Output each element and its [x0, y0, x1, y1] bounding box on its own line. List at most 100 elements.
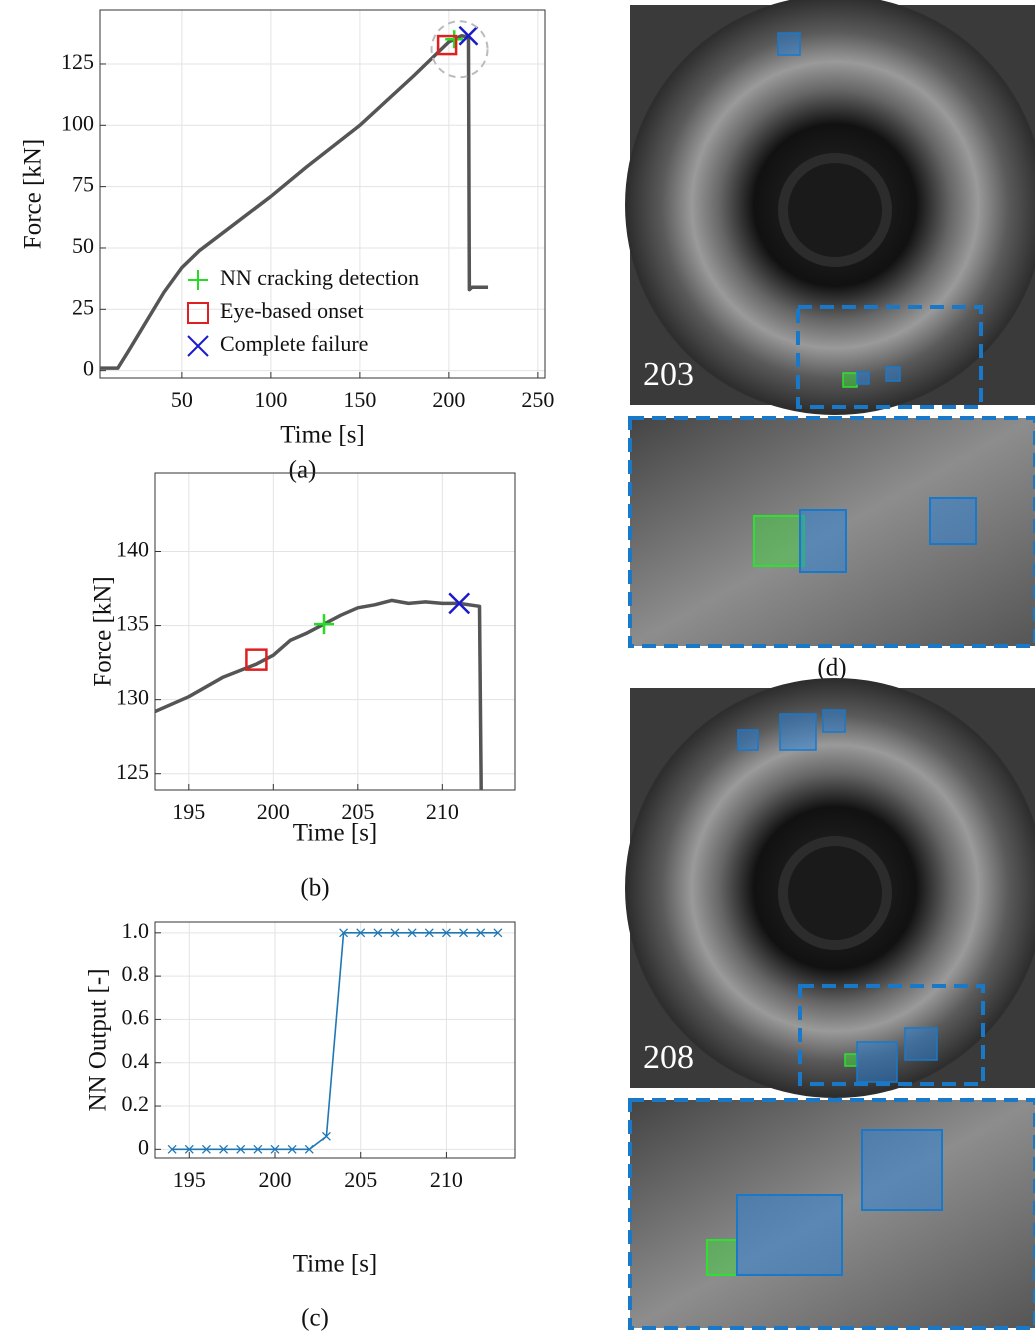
- marker-shape: [184, 1144, 194, 1154]
- y-tick-label: 135: [116, 611, 149, 636]
- marker: [187, 335, 209, 357]
- detection: [777, 32, 801, 56]
- x-axis-label: Time [s]: [293, 820, 378, 847]
- x-tick-label: 205: [341, 799, 374, 824]
- marker: [436, 34, 458, 56]
- marker: [236, 1144, 246, 1154]
- y-tick-label: 1.0: [122, 918, 150, 943]
- marker-shape: [424, 928, 434, 938]
- legend-label: Complete failure: [220, 331, 368, 356]
- marker-shape: [167, 1144, 177, 1154]
- marker-shape: [304, 1144, 314, 1154]
- marker: [167, 1144, 177, 1154]
- caption: (a): [289, 457, 317, 484]
- x-axis-label: Time [s]: [280, 422, 365, 449]
- x-tick-label: 100: [254, 387, 287, 412]
- marker: [441, 928, 451, 938]
- marker-shape: [356, 928, 366, 938]
- y-axis-label: Force [kN]: [20, 139, 47, 249]
- x-tick-label: 250: [521, 387, 554, 412]
- marker-shape: [314, 614, 335, 635]
- y-axis-label: NN Output [-]: [85, 968, 112, 1111]
- detection: [736, 1194, 843, 1276]
- marker: [390, 928, 400, 938]
- marker-shape: [187, 302, 209, 324]
- marker: [407, 928, 417, 938]
- marker: [201, 1144, 211, 1154]
- x-tick-label: 210: [430, 1167, 463, 1192]
- marker: [245, 648, 268, 671]
- marker-shape: [321, 1131, 331, 1141]
- y-tick-label: 75: [72, 172, 94, 197]
- x-axis-label: Time [s]: [293, 1251, 378, 1278]
- marker-shape: [188, 270, 208, 290]
- marker-shape: [407, 928, 417, 938]
- marker: [424, 928, 434, 938]
- y-tick-label: 0.8: [122, 961, 150, 986]
- marker: [448, 592, 471, 615]
- plot-frame: [154, 921, 516, 1159]
- marker-shape: [459, 928, 469, 938]
- annotation-circle: [430, 20, 489, 79]
- marker-shape: [458, 25, 479, 46]
- y-tick-label: 0.4: [122, 1048, 150, 1073]
- x-tick-label: 200: [259, 1167, 292, 1192]
- legend-label: NN cracking detection: [220, 265, 419, 290]
- data-line: [100, 34, 489, 370]
- marker-shape: [373, 928, 383, 938]
- marker-shape: [253, 1144, 263, 1154]
- marker: [253, 1144, 263, 1154]
- marker: [445, 30, 464, 49]
- marker: [373, 928, 383, 938]
- data-line: [172, 932, 498, 1151]
- marker-shape: [245, 648, 268, 671]
- y-tick-label: 0.6: [122, 1004, 150, 1029]
- marker-shape: [441, 928, 451, 938]
- caption: (d): [817, 655, 846, 682]
- marker: [458, 25, 479, 46]
- marker: [304, 1144, 314, 1154]
- x-tick-label: 205: [344, 1167, 377, 1192]
- detection: [844, 1053, 858, 1067]
- detection: [856, 1041, 898, 1083]
- detection: [799, 509, 847, 573]
- x-tick-label: 150: [343, 387, 376, 412]
- photo-hub: [778, 153, 892, 267]
- y-tick-label: 25: [72, 294, 94, 319]
- marker: [356, 928, 366, 938]
- plot-frame: [154, 472, 516, 791]
- x-tick-label: 195: [172, 799, 205, 824]
- detection: [753, 515, 805, 567]
- marker-shape: [219, 1144, 229, 1154]
- marker-shape: [201, 1144, 211, 1154]
- x-tick-label: 50: [171, 387, 193, 412]
- marker: [188, 270, 208, 290]
- marker-shape: [270, 1144, 280, 1154]
- x-tick-label: 210: [426, 799, 459, 824]
- marker: [321, 1131, 331, 1141]
- detection: [706, 1239, 738, 1276]
- y-tick-label: 0: [83, 356, 94, 381]
- marker: [270, 1144, 280, 1154]
- y-tick-label: 130: [116, 685, 149, 710]
- x-tick-label: 200: [257, 799, 290, 824]
- legend-label: Eye-based onset: [220, 298, 364, 323]
- marker: [476, 928, 486, 938]
- plot-frame: [99, 9, 546, 379]
- marker-shape: [448, 592, 471, 615]
- caption: (b): [300, 875, 329, 902]
- zoom-box: [796, 305, 983, 409]
- x-tick-label: 195: [173, 1167, 206, 1192]
- y-tick-label: 125: [61, 49, 94, 74]
- marker: [287, 1144, 297, 1154]
- detection: [856, 371, 870, 385]
- marker: [187, 302, 209, 324]
- marker: [339, 928, 349, 938]
- marker-shape: [339, 928, 349, 938]
- marker-shape: [187, 335, 209, 357]
- detection: [737, 729, 759, 751]
- marker-shape: [445, 30, 464, 49]
- detection: [885, 366, 901, 382]
- y-tick-label: 125: [116, 759, 149, 784]
